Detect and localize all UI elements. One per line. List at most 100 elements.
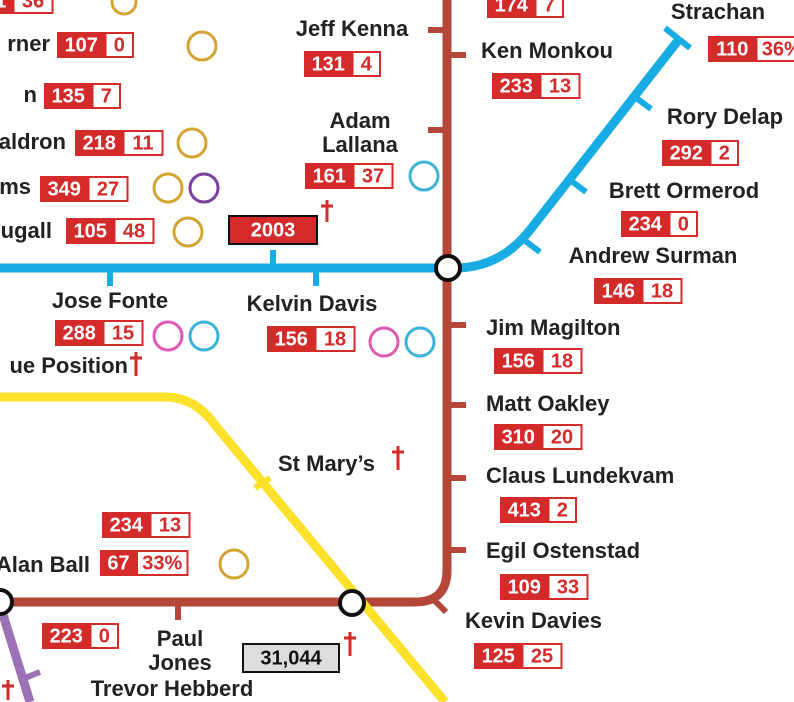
stat-box-white	[136, 550, 189, 576]
stat-box-white	[122, 130, 164, 156]
stat-goals: 36	[22, 0, 44, 12]
stat-box-red	[494, 424, 543, 450]
station-name: rner	[7, 31, 50, 56]
stat-apps: 67	[107, 552, 129, 574]
station-name: Matt Oakley	[486, 391, 610, 416]
stat-box-white	[12, 0, 54, 14]
stat-goals: 33	[557, 576, 579, 598]
stat-box-white	[102, 320, 144, 346]
station-name: ugall	[1, 218, 52, 243]
stat-box-white	[91, 83, 121, 109]
station-name: aldron	[0, 129, 66, 154]
stat-apps: 233	[500, 75, 533, 97]
stat-goals: 4	[361, 53, 373, 75]
blue-ticks	[107, 25, 692, 286]
station-name: ue Position	[9, 353, 128, 378]
stat-apps: 156	[275, 328, 308, 350]
stat-box-red	[102, 512, 151, 538]
station-name: Egil Ostenstad	[486, 538, 640, 563]
stat-goals: 27	[97, 178, 119, 200]
station-name: Claus Lundekvam	[486, 463, 674, 488]
stat-goals: 37	[362, 165, 384, 187]
stat-box-red	[304, 51, 353, 77]
stat-box-red	[500, 497, 549, 523]
stat-box-red	[40, 176, 89, 202]
station-name: Lallana	[322, 132, 399, 157]
stat-goals: 18	[651, 280, 673, 302]
stat-apps: 349	[48, 178, 81, 200]
station-name: Kevin Davies	[465, 608, 602, 633]
interchanges	[0, 254, 462, 617]
purple-tick	[18, 669, 42, 683]
station-name: n	[24, 82, 37, 107]
yellow-tick	[253, 475, 272, 491]
stat-apps: 161	[313, 165, 346, 187]
stat-box-red	[621, 211, 670, 237]
stat-goals: 18	[551, 350, 573, 372]
station-name: Kelvin Davis	[247, 291, 378, 316]
stat-goals: 20	[551, 426, 573, 448]
stat-box-white	[113, 218, 155, 244]
stat-goals: 2	[719, 142, 730, 164]
station-name: Jones	[148, 650, 212, 675]
stat-goals: 7	[101, 85, 112, 107]
stat-box-red	[55, 320, 104, 346]
stat-box-white	[314, 326, 356, 352]
stat-apps: 234	[110, 514, 144, 536]
purple-line	[0, 603, 35, 702]
stat-box-red	[594, 278, 643, 304]
football-icons	[110, 0, 440, 580]
stat-goals: 0	[99, 625, 110, 647]
stat-apps: 156	[502, 350, 535, 372]
brown-ticks	[175, 27, 466, 620]
brown-line	[0, 0, 452, 607]
station-name: ms	[0, 174, 31, 199]
stat-box-red	[42, 623, 91, 649]
stat-apps: 131	[312, 53, 345, 75]
stat-box-red	[66, 218, 115, 244]
stat-box-white	[351, 51, 381, 77]
stat-box-white	[104, 32, 134, 58]
stat-box-red	[474, 643, 523, 669]
stat-box-red	[494, 348, 543, 374]
stat-box-white	[547, 497, 577, 523]
stat-box-red	[44, 83, 93, 109]
station-name: Jim Magilton	[486, 315, 620, 340]
stat-box-white	[149, 512, 191, 538]
stat-goals: 25	[531, 645, 553, 667]
stat-box-red	[708, 36, 757, 62]
stat-apps: 310	[502, 426, 535, 448]
year-label: 2003	[251, 219, 296, 241]
stat-box-white	[668, 211, 698, 237]
stat-apps: 288	[63, 322, 96, 344]
stat-box-red	[100, 550, 137, 576]
stat-box-white	[521, 643, 563, 669]
stat-box-white	[709, 140, 739, 166]
stat-apps: 413	[508, 499, 541, 521]
stat-apps: 109	[508, 576, 541, 598]
yellow-line	[0, 392, 449, 702]
stat-apps: 107	[65, 34, 98, 56]
station-name: Strachan	[671, 0, 765, 24]
stat-box-white	[87, 176, 129, 202]
station-name: Andrew Surman	[569, 243, 738, 268]
station-name: Jose Fonte	[52, 288, 168, 313]
stat-box-red	[75, 130, 124, 156]
stat-goals: 0	[678, 213, 689, 235]
stat-apps: 125	[482, 645, 515, 667]
stat-box-red	[267, 326, 316, 352]
stat-goals: 36%	[762, 38, 794, 60]
stat-box-red	[492, 73, 541, 99]
stat-goals: 33%	[142, 552, 182, 574]
stat-box-white	[534, 0, 564, 18]
attendance-box	[242, 643, 340, 673]
stat-goals: 13	[159, 514, 181, 536]
stat-box-red	[500, 574, 549, 600]
stat-apps: 1	[0, 0, 6, 12]
stat-box-white	[541, 348, 583, 374]
stat-apps: 218	[83, 132, 116, 154]
stat-box-white	[547, 574, 589, 600]
stat-goals: 13	[549, 75, 571, 97]
stat-box-red	[487, 0, 536, 18]
stat-apps: 234	[629, 213, 663, 235]
